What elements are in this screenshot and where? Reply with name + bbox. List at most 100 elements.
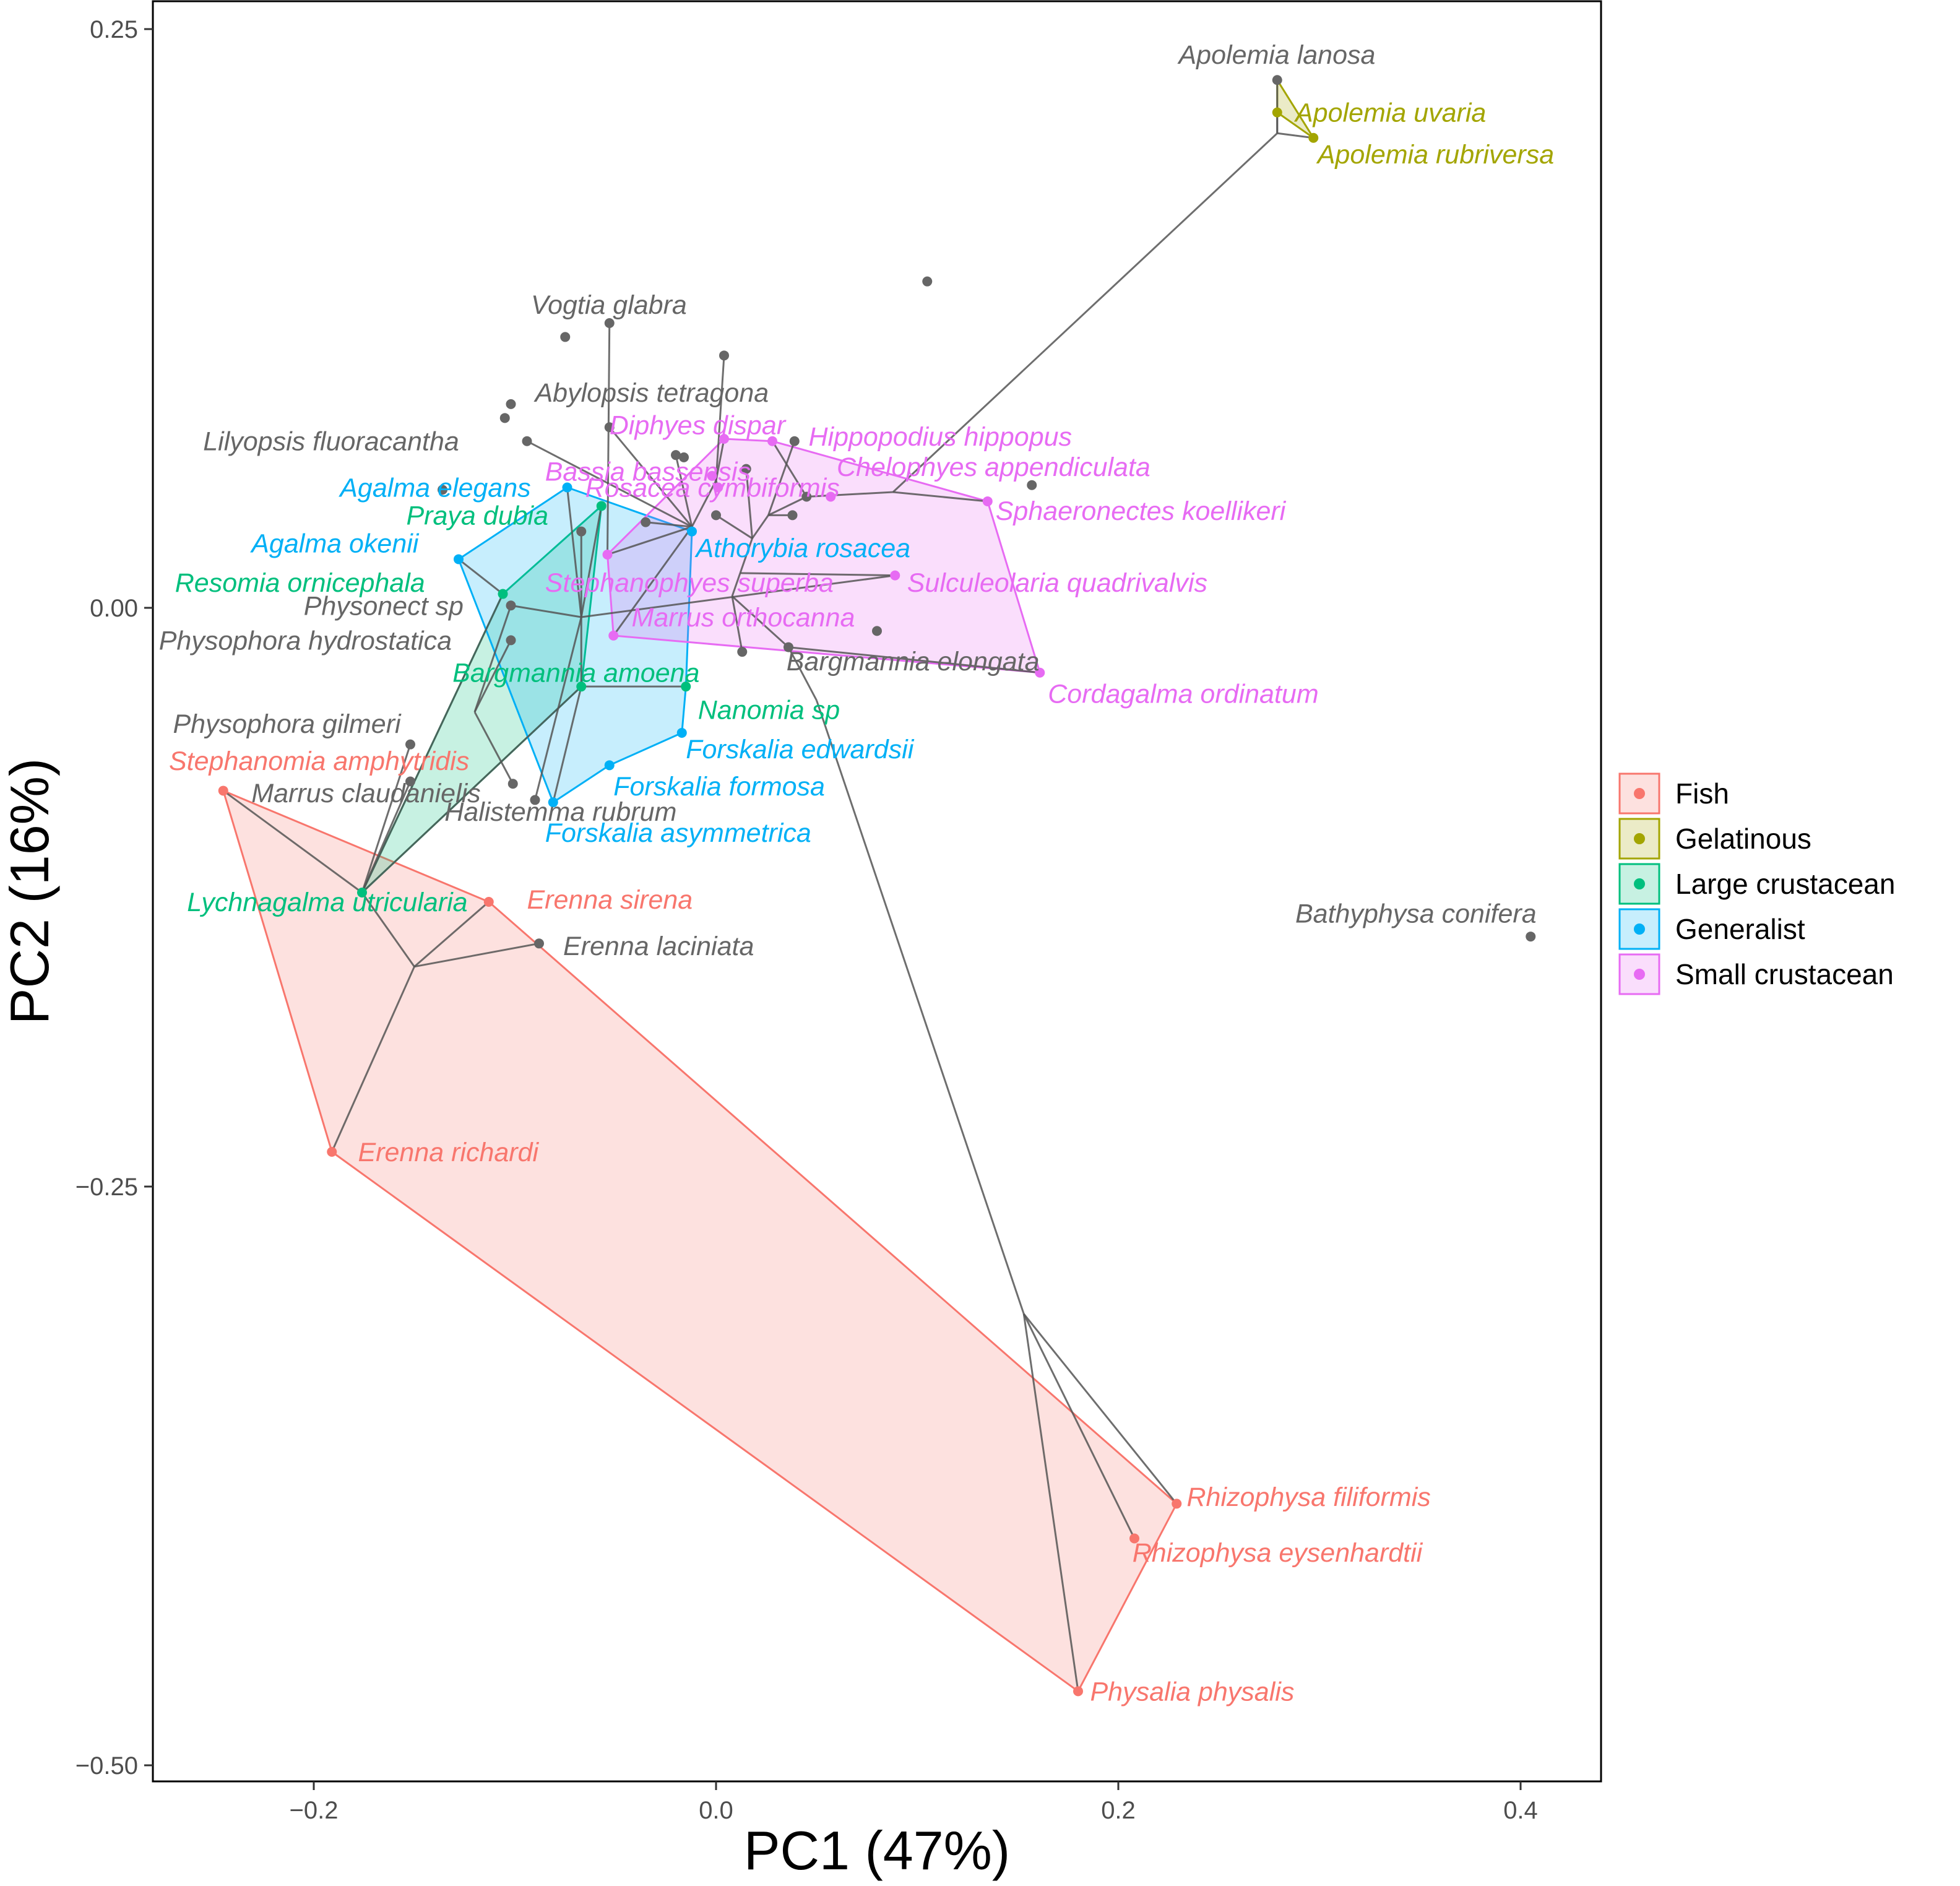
y-axis-title: PC2 (16%) (0, 758, 60, 1024)
label-halistemma-rubrum: Halistemma rubrum (444, 797, 676, 827)
point-forskalia-asymmetrica (548, 797, 558, 808)
tree-edge (1023, 1313, 1178, 1505)
point-hippopodius-hippopus (767, 436, 777, 446)
tree-edge (767, 441, 796, 516)
legend-key-dot (1634, 878, 1645, 889)
point-rosacea-cymbiformis (713, 482, 723, 493)
label-rhizophysa-filiformis: Rhizophysa filiformis (1187, 1482, 1431, 1512)
point-marrus-orthocanna (608, 630, 619, 641)
group-hulls (222, 77, 1315, 1693)
tree-edge (751, 514, 769, 539)
label-nanomia-sp: Nanomia sp (698, 696, 840, 725)
tree-edge (715, 514, 753, 540)
tree-edge (675, 454, 693, 527)
label-praya-dubia: Praya dubia (407, 501, 549, 530)
point-chelophyes-appendiculata (826, 491, 836, 502)
point-stephanomia-amphytridis (218, 785, 228, 796)
point-nanomia-sp (681, 681, 691, 692)
legend-key-dot (1634, 969, 1645, 980)
legend-label: Generalist (1675, 913, 1805, 945)
point-agalma-okenii (454, 554, 464, 565)
tree-edge (607, 526, 693, 556)
point-unlabeled (499, 413, 510, 423)
point-bassia-bassensis (707, 470, 717, 481)
tree-edge (787, 646, 818, 701)
x-tick-label: −0.2 (290, 1797, 339, 1824)
tree-edge (552, 686, 582, 803)
label-stephanophyes-superba: Stephanophyes superba (545, 568, 834, 598)
label-rhizophysa-eysenhardtii: Rhizophysa eysenhardtii (1133, 1538, 1423, 1568)
label-forskalia-formosa: Forskalia formosa (613, 772, 825, 802)
point-unlabeled (922, 276, 933, 287)
tree-edge (740, 572, 896, 577)
point-unlabeled (872, 626, 882, 636)
point-lilyopsis-fluoracantha (522, 436, 532, 446)
tree-edge (645, 521, 693, 528)
tree-edge (731, 573, 741, 597)
point-unlabeled (671, 450, 681, 461)
point-vogtia-glabra (604, 318, 615, 328)
label-cordagalma-ordinatum: Cordagalma ordinatum (1048, 679, 1318, 709)
point-unlabeled (506, 399, 516, 409)
legend-label: Gelatinous (1675, 823, 1811, 855)
tree-edge (1277, 132, 1296, 137)
point-bargmannia-elongata (784, 642, 793, 652)
legend-key-dot (1634, 924, 1645, 935)
tree-edge (473, 711, 514, 784)
point-rhizophysa-eysenhardtii (1129, 1533, 1139, 1544)
label-sulculeolaria-quadrivalvis: Sulculeolaria quadrivalvis (907, 568, 1207, 598)
tree-edge (731, 595, 790, 648)
point-unlabeled (787, 510, 798, 521)
label-erenna-laciniata: Erenna laciniata (563, 932, 754, 961)
point-erenna-richardi (327, 1146, 337, 1157)
tree-edge (1022, 1313, 1136, 1539)
legend-item-gelatinous: Gelatinous (1618, 818, 1811, 860)
point-lychnagalma-utricularia (357, 888, 367, 898)
x-axis-title: PC1 (47%) (744, 1820, 1010, 1881)
label-physonect-sp: Physonect sp (304, 591, 464, 621)
tree-edge (1022, 1313, 1079, 1692)
tree-edge (473, 639, 512, 712)
legend-key-dot (1634, 788, 1645, 799)
legend-label: Small crustacean (1675, 958, 1894, 990)
legend-key (1618, 772, 1660, 815)
point-praya-dubia (596, 501, 607, 511)
label-bathyphysa-conifera: Bathyphysa conifera (1295, 899, 1537, 929)
tree-edge (361, 892, 415, 967)
species-points (218, 75, 1536, 1697)
legend-item-small-crustacean: Small crustacean (1618, 953, 1894, 995)
legend-label: Large crustacean (1675, 868, 1895, 900)
tree-edge (892, 491, 988, 503)
tree-edge (414, 942, 540, 968)
x-tick-label: 0.0 (699, 1797, 733, 1824)
point-unlabeled (741, 464, 751, 474)
label-erenna-richardi: Erenna richardi (358, 1138, 540, 1167)
point-bargmannia-amoena (576, 681, 587, 692)
y-tick-label: 0.00 (90, 595, 138, 622)
point-apolemia-lanosa (1272, 75, 1282, 85)
label-physalia-physalis: Physalia physalis (1090, 1677, 1295, 1706)
point-cordagalma-ordinatum (1035, 667, 1045, 678)
point-erenna-sirena (483, 896, 494, 907)
point-forskalia-edwardsii (676, 727, 687, 738)
phylogeny-edges (222, 80, 1314, 1692)
point-erenna-laciniata (534, 938, 544, 949)
point-unlabeled (737, 647, 748, 657)
label-agalma-okenii: Agalma okenii (249, 529, 420, 558)
label-hippopodius-hippopus: Hippopodius hippopus (809, 422, 1073, 452)
legend-item-generalist: Generalist (1618, 908, 1805, 950)
tree-edge (613, 526, 693, 636)
y-tick-label: −0.50 (76, 1752, 138, 1780)
tree-edge (788, 646, 1040, 674)
label-physophora-gilmeri: Physophora gilmeri (173, 709, 402, 739)
label-erenna-sirena: Erenna sirena (527, 885, 693, 915)
tree-edge (739, 538, 753, 574)
legend-label: Fish (1675, 777, 1729, 810)
tree-edge (222, 790, 363, 894)
point-sulculeolaria-quadrivalvis (890, 570, 900, 581)
tree-edge (361, 593, 504, 893)
tree-edge (715, 355, 725, 481)
point-resomia-ornicephala (498, 589, 508, 599)
tree-edge (691, 480, 717, 527)
tree-edge (731, 596, 743, 652)
